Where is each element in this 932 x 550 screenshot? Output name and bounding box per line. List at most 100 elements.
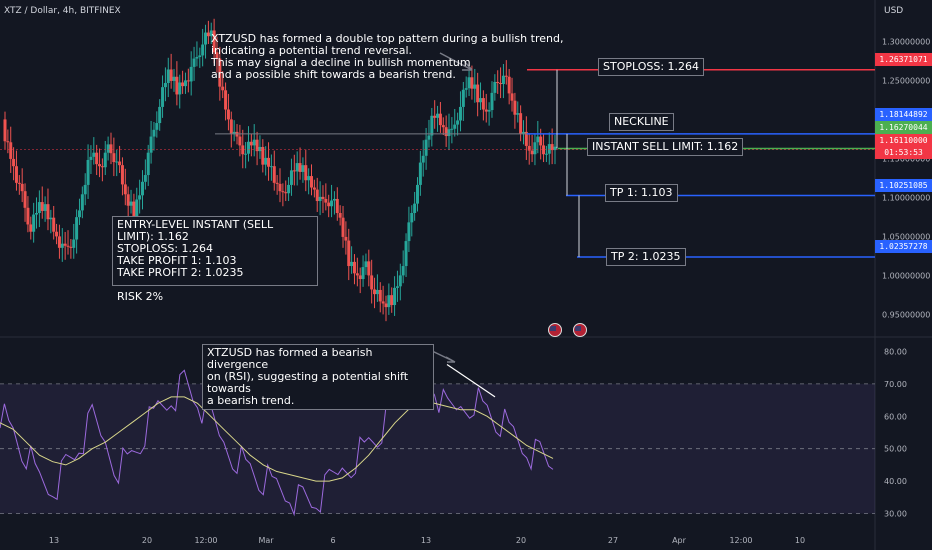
candle-body	[209, 30, 213, 37]
candle-body	[390, 295, 394, 306]
candle-body	[12, 158, 16, 167]
candle-body	[23, 191, 27, 208]
candle-body	[373, 289, 377, 295]
candle-body	[264, 157, 268, 165]
candle-body	[332, 198, 336, 201]
candle-body	[398, 275, 402, 287]
candle-body	[138, 195, 142, 200]
candle-body	[26, 207, 30, 225]
candle-body	[20, 183, 24, 192]
candle-body	[63, 243, 67, 246]
double-top-annotation: XTZUSD has formed a double top pattern d…	[211, 32, 564, 81]
candle-body	[355, 273, 359, 276]
candle-body	[358, 275, 362, 280]
candle-body	[69, 246, 73, 248]
candle-body	[521, 131, 525, 134]
candle-body	[384, 303, 388, 308]
us-flag-icon[interactable]	[548, 323, 562, 337]
candle-body	[232, 131, 236, 134]
candle-body	[393, 287, 397, 306]
candle-body	[493, 81, 497, 93]
candle-body	[80, 194, 84, 211]
candle-body	[186, 80, 190, 82]
candle-body	[301, 165, 305, 172]
candle-body	[43, 204, 47, 211]
candle-body	[89, 156, 93, 160]
price-tick-label: 1.30000000	[882, 37, 930, 46]
price-tag-tp2: 1.02357278	[875, 240, 932, 253]
candle-body	[175, 76, 179, 95]
candle-body	[352, 261, 356, 274]
x-tick-label: 27	[608, 536, 618, 545]
rsi-tick-label: 70.00	[884, 380, 907, 389]
candle-body	[298, 163, 302, 172]
candle-body	[155, 123, 159, 130]
candle-body	[269, 166, 273, 168]
candle-body	[255, 139, 259, 152]
candle-body	[40, 202, 44, 211]
candle-body	[499, 83, 503, 85]
candle-body	[304, 165, 308, 181]
candle-body	[206, 32, 210, 37]
us-flag-icon[interactable]	[573, 323, 587, 337]
candle-body	[123, 184, 127, 195]
candle-body	[35, 213, 39, 215]
candle-body	[215, 52, 219, 59]
x-tick-label: 13	[49, 536, 59, 545]
candle-body	[181, 82, 185, 87]
candle-body	[544, 153, 548, 155]
x-tick-label: 13	[421, 536, 431, 545]
candle-body	[341, 217, 345, 237]
tp2-label: TP 2: 1.0235	[606, 248, 686, 266]
candle-body	[281, 191, 285, 193]
candle-body	[3, 119, 7, 142]
candle-body	[407, 222, 411, 242]
candle-body	[547, 144, 551, 154]
candle-body	[507, 76, 511, 94]
candle-body	[433, 115, 437, 118]
candle-body	[72, 239, 76, 248]
candle-body	[413, 203, 417, 213]
instant-sell-label: INSTANT SELL LIMIT: 1.162	[587, 138, 744, 156]
candle-body	[335, 198, 339, 213]
candle-body	[292, 170, 296, 172]
candle-body	[418, 162, 422, 185]
candle-body	[226, 109, 230, 120]
candle-body	[17, 182, 21, 184]
candle-body	[381, 301, 385, 304]
candle-body	[212, 30, 216, 53]
candle-body	[321, 196, 325, 199]
candle-body	[479, 98, 483, 103]
candle-body	[229, 119, 233, 134]
candle-body	[115, 161, 119, 163]
candle-body	[510, 93, 514, 101]
rsi-pointer-arrow	[429, 349, 456, 363]
candle-body	[6, 141, 10, 143]
candle-body	[189, 66, 193, 82]
candle-body	[524, 131, 528, 146]
price-tag-countdown: 01:53:53	[875, 146, 932, 159]
candle-body	[501, 75, 505, 85]
rsi-tick-label: 80.00	[884, 347, 907, 356]
candle-body	[261, 146, 265, 165]
candle-body	[513, 100, 517, 115]
candle-body	[152, 129, 156, 137]
tp1-label: TP 1: 1.103	[605, 184, 678, 202]
x-tick-label: 20	[516, 536, 526, 545]
price-tag-tp1: 1.10251085	[875, 179, 932, 192]
x-tick-label: 20	[142, 536, 152, 545]
x-tick-label: 12:00	[729, 536, 752, 545]
candle-body	[106, 144, 110, 153]
candle-body	[118, 161, 122, 166]
candle-body	[438, 113, 442, 126]
candle-body	[149, 136, 153, 153]
candle-body	[533, 142, 537, 155]
candle-body	[312, 187, 316, 190]
candle-body	[421, 155, 425, 163]
rsi-tick-label: 50.00	[884, 445, 907, 454]
candle-body	[258, 146, 262, 152]
candle-body	[458, 106, 462, 121]
rsi-tick-label: 40.00	[884, 477, 907, 486]
candle-body	[487, 110, 491, 112]
